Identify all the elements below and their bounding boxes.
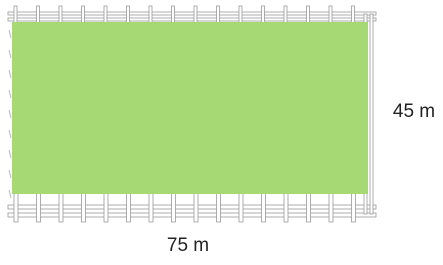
fence-rail [8,18,376,21]
fence-post [82,6,85,24]
fence-post [284,6,287,24]
fence-post [37,6,40,24]
fence-post [9,70,11,78]
fence-post [127,6,130,24]
fence-post [172,6,175,24]
fence-post [352,6,355,24]
height-label: 45 m [393,101,435,122]
fence-post [194,6,197,24]
fence-post [9,170,11,178]
fence-post [59,6,62,24]
fence-post [149,6,152,24]
fence-post [329,6,332,24]
fence-post [14,6,17,24]
fence-post [9,110,11,118]
width-label: 75 m [167,235,209,256]
fence-post [9,150,11,158]
fence-post [9,30,11,38]
field-diagram: 45 m 75 m [0,0,443,265]
fence-rail [8,12,376,15]
fence-post [9,190,11,198]
fence-post [239,6,242,24]
fence-post [9,130,11,138]
fence-post [262,6,265,24]
fence-post [104,6,107,24]
fence-rail [370,14,373,214]
fence-post [307,6,310,24]
field [12,22,368,194]
fence-post [217,6,220,24]
fence-post [9,90,11,98]
fence-post [9,50,11,58]
